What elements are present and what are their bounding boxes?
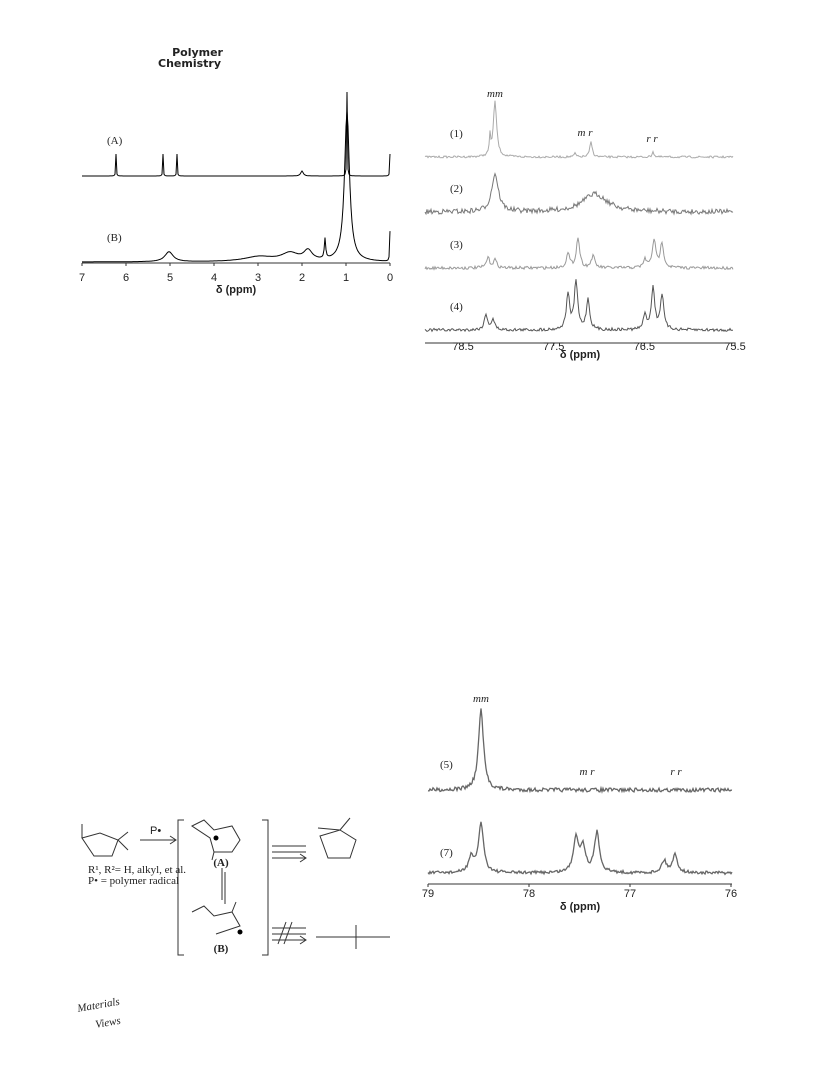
ring-product [317,817,357,859]
x-tick-label: 77 [624,888,636,900]
spectrum [424,279,734,333]
peak-label: r r [670,766,682,778]
blocked-arrow [272,921,307,945]
x-tick-label: 76.5 [634,341,655,353]
x-tick-label: 3 [255,272,261,284]
scheme [81,817,390,956]
x-tick-label: 79 [422,888,434,900]
peak-label: m r [580,766,596,778]
equilibrium [221,868,226,904]
substituents: R¹, R²= H, alkyl, et al. [88,864,186,876]
trace-label: (5) [440,759,453,771]
intermediate-label: (B) [214,943,229,955]
spectrum [424,100,734,159]
x-tick-label: 0 [387,272,393,284]
x-tick-label: 75.5 [724,341,745,353]
spectrum [424,172,734,216]
x-tick-label: 78 [523,888,535,900]
spectrum [427,708,733,794]
trace-label: (7) [440,847,453,859]
x-tick-label: 2 [299,272,305,284]
trace-label: (4) [450,301,463,313]
arrow [140,835,177,845]
initiator: P• [150,825,161,837]
x-tick-label: 5 [167,272,173,284]
radical-b [191,901,241,935]
x-tick-label: 4 [211,272,217,284]
spectrum [427,821,733,876]
trace-label: (A) [107,135,123,147]
radical-a [191,819,241,861]
radical-dot [213,835,219,841]
trace-label: (B) [107,232,122,244]
radical-note: P• = polymer radical [88,875,179,887]
journal-name: Polymer [172,46,223,59]
intermediate-label: (A) [213,857,229,869]
logo: Views [94,1015,121,1031]
chain-product [316,925,390,949]
x-tick-label: 77.5 [543,341,564,353]
x-tick-label: 78.5 [452,341,473,353]
logo: Materials [75,996,120,1015]
x-axis-label: δ (ppm) [560,349,601,361]
x-axis-label: δ (ppm) [560,901,601,913]
trace-label: (2) [450,183,463,195]
peak-label: mm [487,88,503,100]
monomer [81,824,129,857]
x-axis-label: δ (ppm) [216,284,257,296]
x-tick-label: 76 [725,888,737,900]
spectrum [424,237,734,271]
arrow [272,845,307,863]
x-tick-label: 6 [123,272,129,284]
peak-label: mm [473,693,489,705]
x-tick-label: 1 [343,272,349,284]
peak-label: m r [578,127,594,139]
journal-name: Chemistry [158,57,221,70]
radical-dot [237,929,243,935]
trace-label: (1) [450,128,463,140]
trace-label: (3) [450,239,463,251]
x-tick-label: 7 [79,272,85,284]
spectrum [82,111,391,263]
peak-label: r r [646,133,658,145]
bracket [177,819,269,956]
spectrum [82,91,391,177]
